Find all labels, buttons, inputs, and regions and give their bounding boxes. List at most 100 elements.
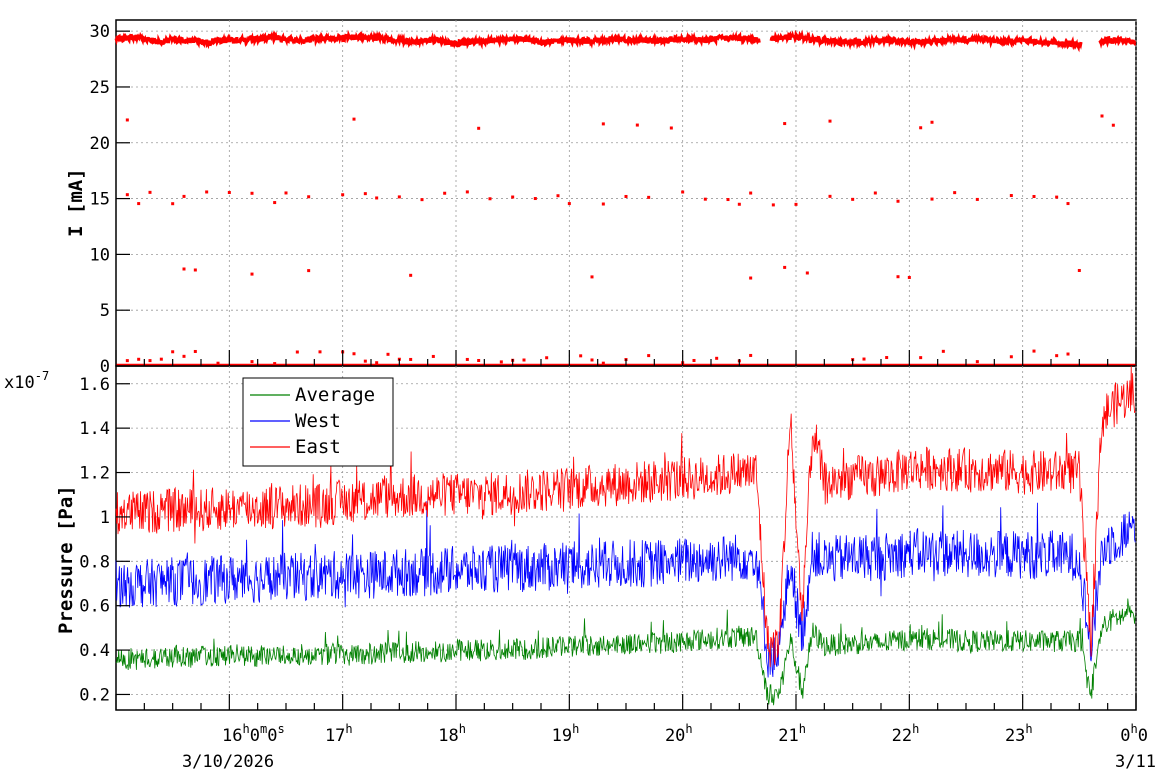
current-scatter-point (896, 199, 900, 203)
current-scatter-point (715, 356, 719, 360)
current-scatter-point (601, 202, 605, 206)
current-scatter-point (533, 197, 537, 201)
current-scatter-point (1066, 202, 1070, 206)
current-scatter-point (171, 202, 175, 206)
current-scatter-point (862, 357, 866, 361)
pressure-series-east (115, 365, 1136, 668)
x-tick-label: 19h (552, 722, 580, 746)
current-scatter-point (737, 202, 741, 206)
current-scatter-point (1111, 123, 1115, 127)
current-scatter-point (397, 195, 401, 199)
current-scatter-point (352, 117, 356, 121)
current-scatter-point (137, 202, 141, 206)
current-scatter-point (182, 354, 186, 358)
current-scatter-point (930, 120, 934, 124)
pressure-y-tick-label: 1.4 (79, 419, 110, 439)
current-scatter-point (125, 118, 129, 122)
current-scatter-point (601, 122, 605, 126)
current-scatter-point (363, 192, 367, 196)
pressure-y-tick-label: 1 (100, 508, 110, 528)
x-tick-label: 20h (665, 722, 693, 746)
current-scatter-point (284, 191, 288, 195)
x-date-label-end: 3/11 (1115, 752, 1156, 772)
current-scatter-point (205, 190, 209, 194)
current-scatter-point (431, 354, 435, 358)
pressure-y-axis-title: Pressure [Pa] (55, 485, 77, 634)
current-scatter-point (647, 354, 651, 358)
x-tick-label: 18h (438, 722, 466, 746)
current-scatter-point (1032, 194, 1036, 198)
x-tick-label: 17h (325, 722, 353, 746)
current-scatter-point (465, 190, 469, 194)
current-scatter-point (1055, 195, 1059, 199)
current-scatter-point (828, 194, 832, 198)
current-scatter-point (499, 360, 503, 364)
current-scatter-point (590, 275, 594, 279)
current-trace (114, 29, 1137, 53)
current-scatter-point (1009, 194, 1013, 198)
current-scatter-point (137, 357, 141, 361)
pressure-panel: 0.2 0.4 0.6 0.8 1 1.2 1.4 1.6 Pressure [Pa] x10… (4, 365, 1137, 711)
current-scatter-point (409, 357, 413, 361)
current-scatter-point (443, 191, 447, 195)
current-scatter-point (352, 352, 356, 356)
pressure-y-tick-label: 0.2 (79, 685, 110, 705)
current-scatter-point (420, 198, 424, 202)
current-scatter-point (1066, 352, 1070, 356)
current-scatter-point (953, 191, 957, 195)
current-scatter-point (307, 269, 311, 273)
x-tick-label: 22h (892, 722, 920, 746)
current-scatter-point (896, 275, 900, 279)
current-scatter-point (318, 350, 322, 354)
pressure-series-west (115, 501, 1136, 678)
legend: Average West East (242, 377, 394, 467)
current-scatter-point (375, 196, 379, 200)
x-tick-label: 0h0 (1120, 722, 1148, 746)
current-y-tick-label: 5 (100, 301, 110, 321)
current-scatter-point (681, 190, 685, 194)
current-scatter-point (1077, 268, 1081, 272)
current-scatter-point (749, 353, 753, 357)
current-scatter-point (273, 201, 277, 205)
current-scatter-point (1055, 354, 1059, 358)
current-scatter-point (851, 197, 855, 201)
pressure-y-tick-label: 1.2 (79, 464, 110, 484)
current-scatter-point (125, 193, 129, 197)
legend-label-west: West (295, 410, 341, 432)
current-scatter-point (907, 275, 911, 279)
current-scatter-point (556, 194, 560, 198)
current-scatter-point (216, 361, 220, 365)
current-scatter-point (193, 268, 197, 272)
current-scatter-point (386, 352, 390, 356)
current-scatter-point (307, 195, 311, 199)
current-scatter-point (511, 195, 515, 199)
current-scatter-point (783, 265, 787, 269)
current-scatter-point (477, 358, 481, 362)
current-scatter-point (930, 197, 934, 201)
current-scatter-point (941, 349, 945, 353)
current-scatter-point (647, 195, 651, 199)
current-y-ticks: 0 5 10 15 20 25 30 (90, 22, 130, 377)
current-scatter-point (465, 357, 469, 361)
current-scatter-point (545, 356, 549, 360)
current-scatter-point (250, 360, 254, 364)
current-scatter-point (805, 271, 809, 275)
current-scatter-point (726, 198, 730, 202)
legend-box (242, 377, 394, 467)
legend-label-average: Average (295, 384, 375, 406)
current-scatter-point (1009, 355, 1013, 359)
current-scatter-point (771, 203, 775, 207)
legend-label-east: East (295, 436, 341, 458)
current-scatter-point (669, 126, 673, 130)
current-scatter-point (601, 361, 605, 365)
current-scatter-point (885, 356, 889, 360)
current-scatter-point (477, 126, 481, 130)
current-scatter-point (624, 194, 628, 198)
current-scatter-point (975, 360, 979, 364)
pressure-y-exponent-base: x10 (4, 373, 35, 393)
current-scatter-point (148, 190, 152, 194)
current-scatter-point (522, 358, 526, 362)
current-scatter-point (182, 194, 186, 198)
current-scatter-point (159, 357, 163, 361)
